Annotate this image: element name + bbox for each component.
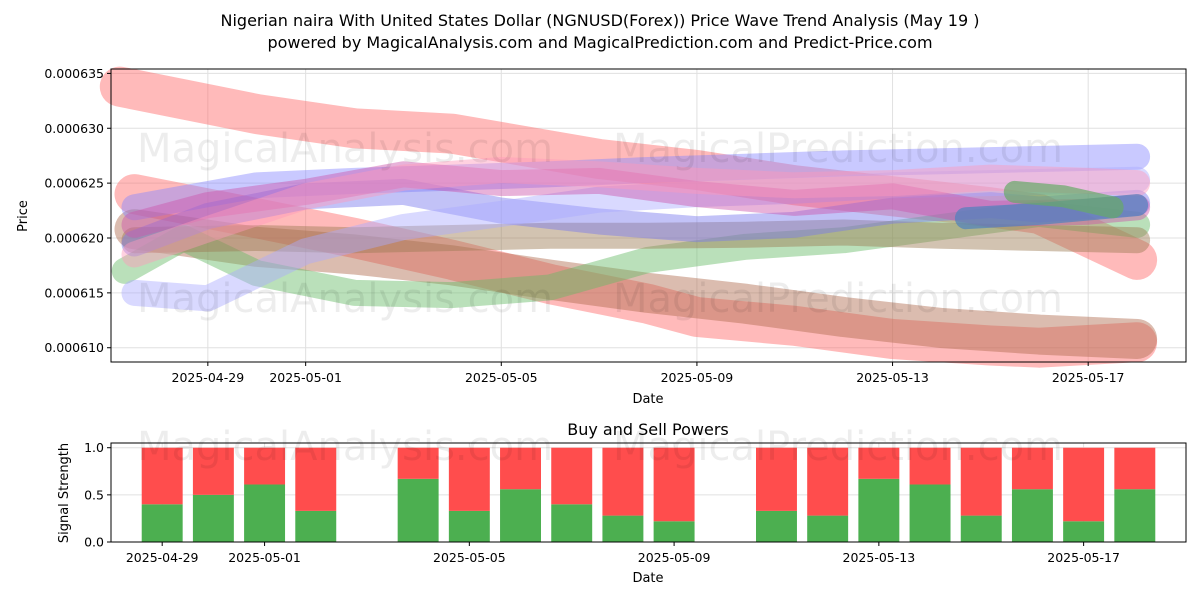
buy-bar	[653, 521, 695, 542]
sell-bar	[500, 447, 541, 490]
buy-bar	[295, 510, 337, 542]
price-wave-red-descending-lower	[114, 174, 1158, 368]
price-wave-blue-upper	[121, 143, 1151, 221]
buy-bar	[1114, 489, 1156, 542]
sell-bar	[909, 447, 951, 485]
sell-bar	[1063, 447, 1105, 522]
signal-y-axis-label: Signal Strength	[57, 443, 72, 543]
chart-subtitle: powered by MagicalAnalysis.com and Magic…	[267, 33, 932, 52]
signal-x-axis-label: Date	[632, 571, 663, 586]
price-x-tick-label: 2025-05-05	[465, 370, 538, 385]
buy-bar	[602, 515, 644, 542]
buy-bar	[960, 515, 1002, 542]
watermark-prediction-mid: MagicalPrediction.com	[613, 276, 1063, 322]
buy-bar	[500, 489, 541, 542]
price-y-tick-label: 0.000630	[44, 121, 104, 136]
signal-x-tick-label: 2025-05-01	[228, 550, 301, 565]
price-y-tick-label: 0.000635	[44, 66, 104, 81]
signal-x-tick-label: 2025-05-17	[1047, 550, 1120, 565]
watermark-analysis-bottom: MagicalAnalysis.com	[137, 424, 553, 470]
sell-bar	[192, 447, 234, 495]
signal-bars	[141, 447, 1156, 542]
sell-bar	[397, 447, 439, 479]
price-x-tick-label: 2025-05-01	[269, 370, 342, 385]
signal-y-axis: 0.0 0.5 1.0	[84, 440, 111, 550]
price-y-axis: 0.000610 0.000615 0.000620 0.000625 0.000630…	[44, 66, 111, 355]
buy-bar	[756, 510, 797, 542]
signal-x-tick-label: 2025-05-13	[843, 550, 916, 565]
signal-x-tick-label: 2025-04-29	[126, 550, 199, 565]
buy-bar	[858, 478, 900, 542]
buy-bar	[807, 515, 849, 542]
price-y-tick-label: 0.000610	[44, 340, 104, 355]
price-wave-pink-wave	[121, 157, 1151, 268]
signal-y-tick-label: 0.5	[84, 487, 104, 502]
price-x-tick-label: 2025-05-09	[661, 370, 734, 385]
buy-bar	[192, 494, 234, 542]
chart-title: Nigerian naira With United States Dollar…	[221, 11, 980, 30]
watermark-analysis-mid: MagicalAnalysis.com	[137, 276, 553, 322]
price-x-tick-label: 2025-05-17	[1052, 370, 1125, 385]
buy-bar	[141, 504, 183, 542]
watermark-prediction-top: MagicalPrediction.com	[613, 126, 1063, 172]
sell-bar	[1114, 447, 1156, 490]
price-x-axis-label: Date	[632, 392, 663, 407]
price-y-tick-label: 0.000625	[44, 176, 104, 191]
sell-bar	[858, 447, 900, 479]
price-plot-frame	[110, 68, 1187, 363]
buy-bar	[909, 484, 951, 542]
buy-bar	[551, 504, 593, 542]
buy-bar	[397, 478, 439, 542]
price-x-tick-label: 2025-05-13	[856, 370, 929, 385]
buy-bar	[244, 484, 286, 542]
sell-bar	[602, 447, 644, 516]
sell-bar	[1011, 447, 1053, 490]
sell-bar	[141, 447, 183, 505]
price-y-axis-label: Price	[16, 200, 31, 232]
signal-x-tick-label: 2025-05-09	[638, 550, 711, 565]
buy-bar	[1063, 521, 1105, 542]
sell-bar	[653, 447, 695, 522]
sell-bar	[807, 447, 849, 516]
watermark-prediction-bottom: MagicalPrediction.com	[613, 424, 1063, 470]
price-wave-steel-blue-arrow	[954, 194, 1149, 230]
sell-bar	[244, 447, 286, 485]
price-x-tick-label: 2025-04-29	[172, 370, 245, 385]
signal-y-tick-label: 1.0	[84, 440, 104, 455]
watermark-analysis-top: MagicalAnalysis.com	[137, 126, 553, 172]
price-wave-blue-lower	[121, 166, 1151, 312]
sell-bar	[448, 447, 490, 511]
price-wave-series	[99, 66, 1158, 368]
price-y-tick-label: 0.000620	[44, 230, 104, 245]
sell-bar	[960, 447, 1002, 516]
signal-x-tick-label: 2025-05-05	[433, 550, 506, 565]
price-x-axis: 2025-04-29 2025-05-01 2025-05-05 2025-05-09…	[172, 362, 1125, 385]
price-wave-green-arrow	[1003, 180, 1124, 219]
price-y-tick-label: 0.000615	[44, 285, 104, 300]
sell-bar	[756, 447, 797, 511]
signal-y-tick-label: 0.0	[84, 535, 104, 550]
sell-bar	[295, 447, 337, 511]
signal-plot-frame	[110, 442, 1187, 543]
price-wave-brown-flat	[121, 219, 1151, 254]
buy-bar	[448, 510, 490, 542]
signal-x-axis: 2025-04-29 2025-05-01 2025-05-05 2025-05-09…	[126, 542, 1120, 565]
sell-bar	[551, 447, 593, 505]
buy-bar	[1011, 489, 1053, 542]
price-wave-brown-descending	[114, 209, 1158, 359]
signal-chart-title: Buy and Sell Powers	[567, 420, 729, 439]
